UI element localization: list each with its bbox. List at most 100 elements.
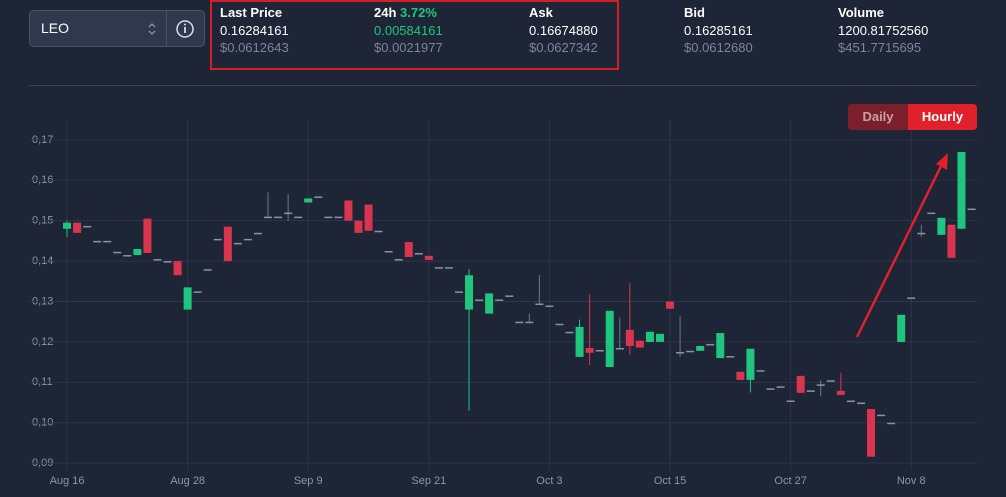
info-icon: [176, 20, 194, 38]
stat: Volume 1200.81752560 $451.7715695: [838, 4, 928, 57]
candle-body: [887, 422, 896, 425]
candle-body: [253, 232, 262, 235]
candle-body: [766, 388, 775, 390]
stat: 24h 3.72% 0.00584161 $0.0021977: [374, 4, 443, 57]
candle: [223, 226, 232, 262]
candle-body: [424, 255, 433, 260]
candle: [957, 151, 966, 229]
candle: [153, 259, 162, 261]
candle-body: [625, 329, 634, 346]
stat-value: 0.16284161: [220, 22, 289, 38]
candle: [746, 348, 755, 393]
candle: [384, 250, 393, 253]
separator: [29, 85, 977, 86]
stat-value: 0.00584161: [374, 22, 443, 38]
stat-label: Ask: [529, 4, 598, 22]
candle-body: [495, 299, 504, 301]
candle-body: [364, 204, 373, 231]
candle-body: [836, 390, 845, 395]
candle-body: [957, 151, 966, 229]
candle-body: [897, 314, 906, 342]
candle-body: [304, 198, 313, 203]
candle: [776, 386, 785, 388]
candle-body: [605, 310, 614, 367]
x-tick-label: Oct 27: [774, 475, 806, 487]
candle-body: [465, 275, 474, 310]
candle-body: [826, 380, 835, 382]
stat: Bid 0.16285161 $0.0612680: [684, 4, 753, 57]
candle: [877, 414, 886, 417]
candle: [575, 319, 584, 357]
candle-body: [143, 218, 152, 254]
candle-body: [615, 347, 624, 350]
candle: [294, 216, 303, 219]
candle: [696, 345, 705, 351]
candle-body: [645, 331, 654, 342]
daily-button[interactable]: Daily: [848, 104, 908, 130]
candle: [645, 331, 654, 342]
x-tick-label: Nov 8: [897, 475, 926, 487]
stat-label-text: Ask: [529, 5, 553, 20]
x-tick-label: Sep 9: [294, 475, 323, 487]
stat-value: 0.16285161: [684, 22, 753, 38]
candle-body: [193, 291, 202, 293]
candle-body: [595, 349, 604, 352]
candle-body: [274, 216, 283, 219]
candle: [867, 408, 876, 457]
highlight-box: [210, 0, 619, 70]
candle: [555, 323, 564, 326]
candle: [354, 220, 363, 233]
candle: [243, 238, 252, 241]
candle: [947, 224, 956, 258]
stat-label: Volume: [838, 4, 928, 22]
candle: [545, 305, 554, 308]
candle: [63, 220, 72, 237]
stat-usd: $0.0612643: [220, 40, 289, 55]
candle: [615, 317, 624, 350]
candle-body: [384, 250, 393, 253]
candle: [485, 293, 494, 314]
candle-body: [183, 287, 192, 310]
candle: [83, 225, 92, 228]
candle: [796, 375, 805, 393]
candle: [967, 208, 976, 211]
stat-label-text: Volume: [838, 5, 884, 20]
candle-body: [354, 220, 363, 233]
candle: [585, 294, 594, 365]
candle: [806, 390, 815, 392]
hourly-button[interactable]: Hourly: [908, 104, 977, 130]
candle-body: [93, 240, 102, 243]
candle-body: [324, 216, 333, 219]
candle-body: [414, 253, 423, 255]
candle-body: [203, 269, 212, 271]
candle: [133, 248, 142, 256]
coin-select[interactable]: LEO: [29, 10, 167, 47]
stat-usd: $0.0627342: [529, 40, 598, 55]
stat-usd: $0.0612680: [684, 40, 753, 55]
candle-body: [786, 400, 795, 403]
candle-body: [846, 400, 855, 403]
chevrons: [148, 23, 156, 35]
stat-label: Bid: [684, 4, 753, 22]
candle-body: [344, 200, 353, 221]
candle-body: [655, 333, 664, 342]
candle-body: [746, 348, 755, 380]
candle: [113, 251, 122, 254]
candle-body: [264, 216, 273, 219]
candle: [927, 212, 936, 215]
candle: [414, 253, 423, 255]
candle-body: [404, 242, 413, 258]
candle-body: [505, 295, 514, 297]
candle-body: [153, 259, 162, 261]
candle: [213, 238, 222, 241]
candle: [706, 343, 715, 346]
candle: [826, 380, 835, 382]
candle: [475, 299, 484, 301]
candle-body: [706, 343, 715, 346]
candle-body: [133, 248, 142, 256]
candle: [766, 388, 775, 390]
candle: [253, 232, 262, 235]
candle: [73, 222, 82, 233]
info-button[interactable]: [167, 10, 205, 47]
